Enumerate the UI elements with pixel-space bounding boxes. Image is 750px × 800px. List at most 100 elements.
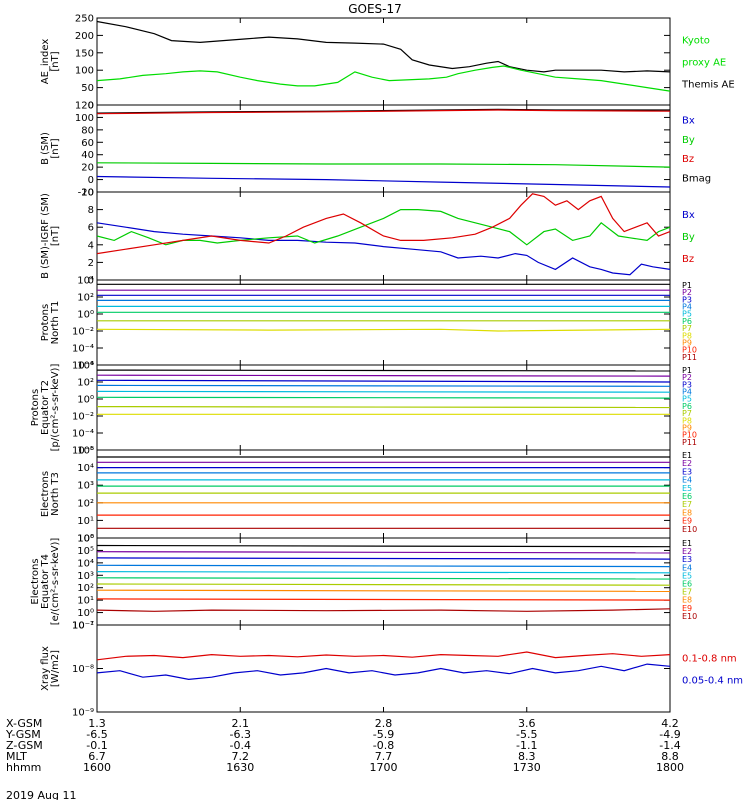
legend-entry: P5 (682, 310, 692, 319)
y-tick-label: 10⁻¹ (72, 621, 94, 632)
series-line (96, 369, 671, 372)
legend-entry: E3 (682, 555, 692, 564)
x-axis-value: -0.8 (373, 739, 394, 752)
legend-entry: E7 (682, 500, 692, 509)
x-axis-value: 1800 (656, 761, 684, 774)
y-tick-label: 200 (75, 31, 94, 42)
legend-entry: Bz (682, 154, 694, 165)
legend-entry: Bz (682, 254, 694, 265)
y-tick-label: 150 (75, 48, 94, 59)
y-tick-label: 10⁰ (77, 310, 94, 321)
legend-entry: P9 (682, 423, 692, 432)
x-axis-row-label: X-GSM (6, 717, 42, 730)
legend-entry: P3 (682, 380, 692, 389)
x-axis-value: 4.2 (661, 717, 679, 730)
series-line (96, 175, 671, 188)
y-tick-label: 10² (77, 378, 94, 389)
legend-entry: E3 (682, 467, 692, 476)
x-axis-value: -6.5 (86, 728, 107, 741)
y-axis-label: [p/(cm²-s-sr-keV)] (50, 364, 61, 452)
x-axis-value: 1700 (370, 761, 398, 774)
legend-entry: P10 (682, 346, 697, 355)
series-line (96, 583, 671, 586)
y-tick-label: 0 (88, 101, 94, 112)
series-line (96, 589, 671, 592)
y-axis-label: Electrons (30, 558, 41, 604)
y-tick-label: 20 (81, 163, 94, 174)
series-line (96, 193, 671, 255)
y-axis-label: B (SM)-IGRF (SM) (40, 193, 51, 279)
series-line (96, 209, 671, 246)
y-axis-label: Electrons (40, 471, 51, 517)
legend-entry: Kyoto (682, 36, 710, 47)
legend-entry: By (682, 135, 695, 146)
series-line (96, 598, 671, 601)
series-line (96, 608, 671, 612)
y-tick-label: 80 (81, 125, 94, 136)
y-tick-label: 100 (75, 66, 94, 77)
legend-entry: P2 (682, 288, 692, 297)
y-axis-label: Equator T2 (40, 380, 51, 435)
y-tick-label: 40 (81, 150, 94, 161)
y-tick-label: 10⁻⁶ (72, 361, 94, 372)
legend-entry: P8 (682, 331, 692, 340)
series-line (96, 564, 671, 568)
x-axis-value: -1.4 (659, 739, 680, 752)
y-tick-label: 10⁴ (77, 361, 94, 372)
y-tick-label: 4 (88, 240, 94, 251)
x-axis-value: 7.2 (232, 750, 250, 763)
x-axis-value: 3.6 (518, 717, 536, 730)
y-axis-label: [nT] (50, 138, 61, 158)
legend-entry: E4 (682, 476, 692, 485)
x-axis-value: 2.8 (375, 717, 393, 730)
legend-entry: Bmag (682, 173, 711, 184)
y-tick-label: 10 (81, 188, 94, 199)
legend-entry: P6 (682, 402, 692, 411)
y-tick-label: 10⁶ (77, 534, 94, 545)
legend-entry: 0.1-0.8 nm (682, 654, 737, 665)
y-tick-label: 0 (88, 175, 94, 186)
x-axis-value: 8.8 (661, 750, 679, 763)
panel-frame (96, 537, 671, 626)
panel-3: 0 2 4 6 8 10 B (SM)-IGRF (SM) [nT] Bx By Bz (40, 188, 695, 287)
y-tick-label: 10⁻⁴ (72, 344, 94, 355)
x-axis-row-label: hhmm (6, 761, 41, 774)
series-line (96, 577, 671, 580)
legend-entry: E2 (682, 547, 692, 556)
series-line (96, 557, 671, 560)
x-axis-value: 8.3 (518, 750, 536, 763)
series-line (96, 222, 671, 276)
y-tick-label: 10⁻² (72, 412, 94, 423)
y-tick-label: 10⁴ (77, 463, 94, 474)
y-tick-label: 10⁻⁹ (72, 708, 94, 719)
y-axis-label: [nT] (50, 51, 61, 71)
legend-entry: P11 (682, 353, 697, 362)
y-tick-label: 10⁰ (77, 608, 94, 619)
panel-1: 0 50 100 150 200 250 AE_index [nT] Kyoto proxy AE… (40, 14, 735, 112)
series-line (96, 396, 671, 399)
legend-entry: proxy AE (682, 58, 726, 69)
series-line (96, 65, 671, 92)
x-axis-value: -0.4 (230, 739, 251, 752)
x-axis-row-label: Y-GSM (5, 728, 41, 741)
y-axis-label: [e/(cm²-s-sr-keV)] (50, 538, 61, 626)
y-tick-label: 10⁻⁷ (72, 621, 94, 632)
legend-entry: E9 (682, 604, 692, 613)
legend-entry: P6 (682, 317, 692, 326)
y-tick-label: 10⁴ (77, 558, 94, 569)
legend-entry: P1 (682, 281, 692, 290)
x-axis-value: 7.7 (375, 750, 393, 763)
y-tick-label: 50 (81, 83, 94, 94)
legend-entry: P4 (682, 388, 692, 397)
legend-entry: P7 (682, 409, 692, 418)
legend-entry: P3 (682, 295, 692, 304)
panel-frame (96, 279, 671, 366)
legend-entry: P4 (682, 303, 692, 312)
y-tick-label: 10² (77, 498, 94, 509)
y-tick-label: 10² (77, 293, 94, 304)
series-line (96, 551, 671, 554)
legend-entry: E9 (682, 517, 692, 526)
